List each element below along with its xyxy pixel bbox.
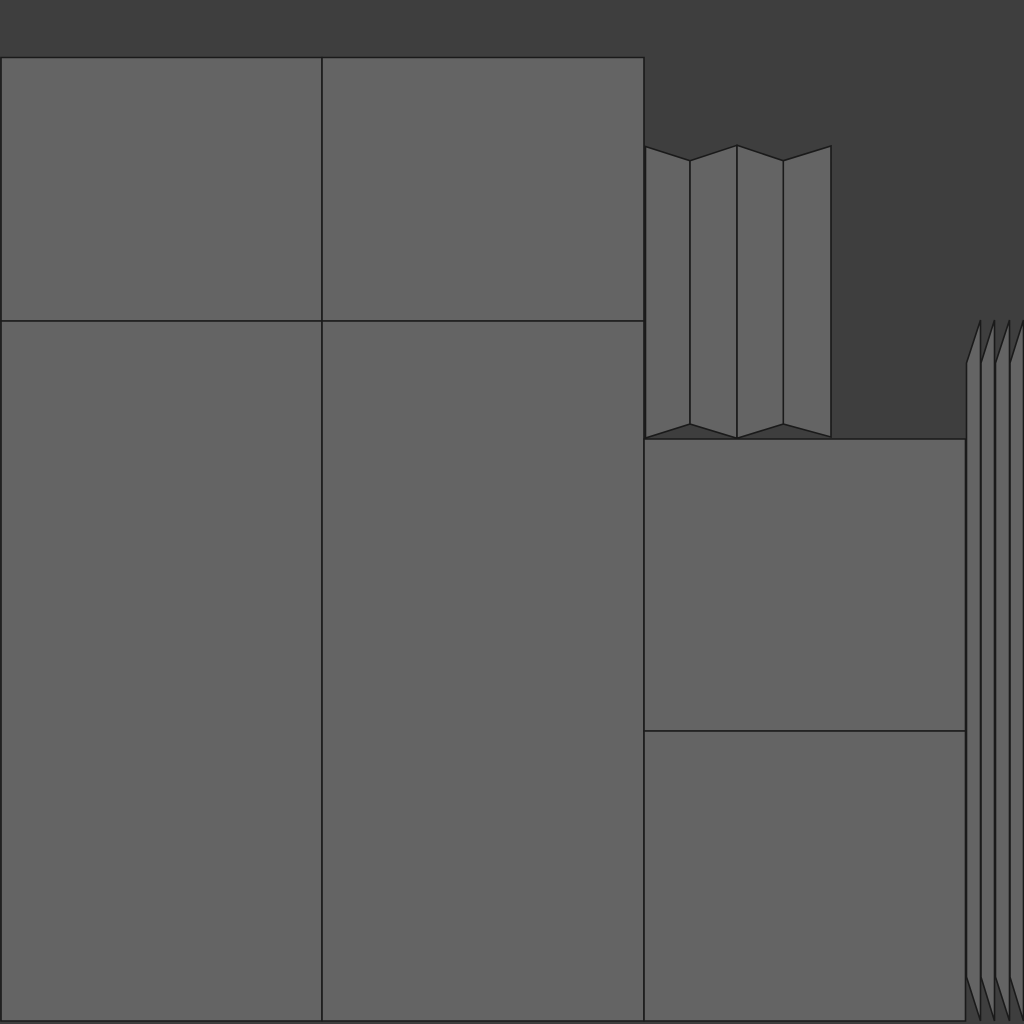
island-strip-2	[980, 319, 996, 1022]
island-strip-3	[994, 319, 1011, 1022]
island-rect-top-left	[0, 56, 323, 322]
island-strip-4	[1009, 319, 1024, 1022]
island-rect-tall-mid	[321, 320, 645, 1022]
island-rect-right-bottom	[643, 730, 967, 1022]
island-strip-1	[965, 319, 982, 1022]
island-rect-tall-left	[0, 320, 323, 1022]
island-rect-top-mid	[321, 56, 645, 322]
island-rect-right-mid	[643, 438, 967, 732]
island-accordion-fold-4	[782, 144, 832, 439]
island-accordion-fold-2	[689, 144, 738, 440]
island-accordion-fold-3	[736, 144, 785, 440]
island-accordion-fold-1	[644, 145, 691, 440]
